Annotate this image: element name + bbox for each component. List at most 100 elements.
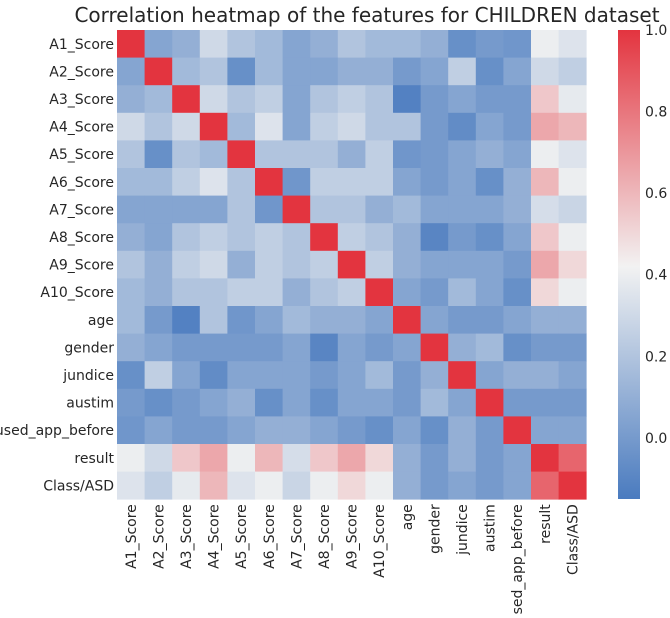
heatmap-cell: [531, 306, 559, 334]
heatmap-cell: [503, 471, 532, 500]
heatmap-cell: [337, 112, 366, 141]
heatmap-cell: [144, 195, 173, 224]
heatmap-cell: [420, 168, 449, 196]
heatmap-cell: [531, 444, 559, 472]
row-label: A6_Score: [49, 175, 114, 191]
colorbar-tick-label: 0.8: [645, 105, 667, 121]
heatmap-cell: [420, 250, 449, 279]
heatmap-cell: [144, 416, 173, 445]
heatmap-cell: [199, 140, 228, 169]
heatmap-cell: [199, 278, 228, 307]
heatmap-cell: [144, 57, 173, 86]
heatmap-cell: [255, 278, 283, 307]
heatmap-cell: [503, 388, 532, 417]
heatmap-cell: [393, 306, 421, 334]
heatmap-cell: [172, 278, 201, 307]
heatmap-cell: [255, 30, 283, 58]
heatmap-cell: [144, 112, 173, 141]
heatmap-cell: [144, 223, 173, 252]
heatmap-cell: [448, 85, 477, 114]
heatmap-cell: [531, 57, 559, 86]
heatmap-cell: [531, 388, 559, 417]
heatmap-cell: [255, 140, 283, 169]
heatmap-cell: [172, 195, 201, 224]
heatmap-cell: [393, 112, 421, 141]
heatmap-cell: [282, 140, 311, 169]
heatmap-cell: [117, 112, 145, 141]
heatmap-cell: [337, 416, 366, 445]
heatmap-cell: [531, 85, 559, 114]
heatmap-cell: [365, 388, 394, 417]
heatmap-cell: [365, 57, 394, 86]
heatmap-cell: [393, 168, 421, 196]
heatmap-cell: [199, 30, 228, 58]
heatmap-cell: [558, 85, 587, 114]
heatmap-cell: [475, 30, 504, 58]
row-label: result: [74, 451, 114, 467]
heatmap-cell: [144, 388, 173, 417]
heatmap-cell: [420, 223, 449, 252]
heatmap-cell: [393, 444, 421, 472]
heatmap-cell: [144, 85, 173, 114]
row-label: A2_Score: [49, 64, 114, 80]
heatmap-cell: [448, 57, 477, 86]
heatmap-cell: [503, 444, 532, 472]
heatmap-cell: [503, 30, 532, 58]
heatmap-cell: [117, 278, 145, 307]
heatmap-cell: [199, 85, 228, 114]
heatmap-cell: [420, 471, 449, 500]
heatmap-cell: [310, 223, 339, 252]
heatmap-cell: [255, 471, 283, 500]
heatmap-cell: [558, 195, 587, 224]
heatmap-cell: [448, 112, 477, 141]
heatmap-cell: [365, 195, 394, 224]
heatmap-cell: [420, 195, 449, 224]
heatmap-cell: [503, 195, 532, 224]
heatmap-cell: [199, 471, 228, 500]
heatmap-cell: [227, 471, 256, 500]
column-label: A4_Score: [207, 504, 223, 569]
heatmap-cell: [531, 416, 559, 445]
column-tick-labels: A1_Score A2_Score A3_Score A4_Score A5_Score…: [124, 504, 582, 618]
colorbar: [618, 30, 640, 499]
heatmap-cell: [310, 471, 339, 500]
heatmap-cell: [558, 471, 587, 500]
heatmap-cell: [365, 85, 394, 114]
row-tick-labels: A1_Score A2_Score A3_Score A4_Score A5_Score…: [0, 37, 115, 495]
heatmap-cell: [503, 140, 532, 169]
heatmap-cell: [117, 306, 145, 334]
heatmap-cell: [365, 223, 394, 252]
row-label: A5_Score: [49, 147, 114, 163]
heatmap-cell: [475, 112, 504, 141]
heatmap-cell: [531, 223, 559, 252]
heatmap-cell: [172, 57, 201, 86]
heatmap-cell: [227, 361, 256, 390]
heatmap-cell: [255, 168, 283, 196]
heatmap-cell: [117, 333, 145, 362]
heatmap-cell: [531, 140, 559, 169]
heatmap-cell: [310, 444, 339, 472]
heatmap-cell: [475, 223, 504, 252]
row-label: A8_Score: [49, 230, 114, 246]
heatmap-cell: [365, 471, 394, 500]
column-label: A5_Score: [234, 504, 250, 569]
heatmap-cell: [255, 250, 283, 279]
column-label: A3_Score: [179, 504, 195, 569]
heatmap-cell: [503, 168, 532, 196]
heatmap-cell: [172, 250, 201, 279]
heatmap-cell: [475, 444, 504, 472]
heatmap-cell: [503, 306, 532, 334]
row-label: gender: [64, 340, 114, 356]
heatmap-cell: [172, 223, 201, 252]
heatmap-cell: [337, 85, 366, 114]
heatmap-cell: [337, 444, 366, 472]
row-label: A1_Score: [49, 37, 114, 53]
heatmap-cell: [310, 250, 339, 279]
heatmap-cell: [393, 30, 421, 58]
heatmap-cell: [448, 471, 477, 500]
row-label: A7_Score: [49, 202, 114, 218]
heatmap-cell: [448, 168, 477, 196]
heatmap-cell: [420, 85, 449, 114]
heatmap-cell: [503, 57, 532, 86]
column-label: A9_Score: [345, 504, 361, 569]
